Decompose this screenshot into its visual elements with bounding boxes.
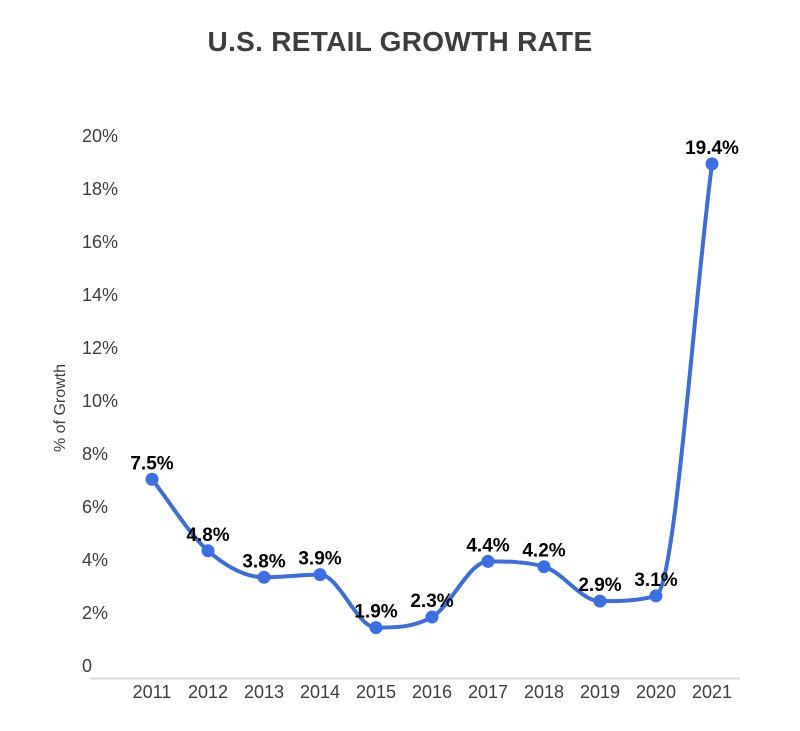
y-tick-label: 16% — [82, 232, 118, 252]
data-point — [201, 544, 215, 558]
x-tick-label: 2019 — [580, 682, 620, 702]
y-tick-label: 20% — [82, 126, 118, 146]
x-tick-label: 2015 — [356, 682, 396, 702]
data-point-label: 19.4% — [685, 138, 739, 159]
x-tick-label: 2018 — [524, 682, 564, 702]
data-point — [649, 589, 663, 603]
data-point — [145, 472, 159, 486]
y-tick-label: 18% — [82, 179, 118, 199]
data-point-label: 2.3% — [410, 591, 453, 612]
y-axis-title: % of Growth — [52, 364, 69, 452]
y-tick-label: 4% — [82, 550, 108, 570]
y-tick-label: 14% — [82, 285, 118, 305]
x-tick-label: 2016 — [412, 682, 452, 702]
y-tick-label: 10% — [82, 391, 118, 411]
y-tick-label: 2% — [82, 603, 108, 623]
data-point — [313, 568, 327, 582]
data-point — [481, 554, 495, 568]
data-point — [537, 560, 551, 574]
y-tick-label: 0 — [82, 656, 92, 676]
data-point — [425, 610, 439, 624]
x-tick-label: 2017 — [468, 682, 508, 702]
chart-title: U.S. RETAIL GROWTH RATE — [207, 26, 593, 57]
y-tick-label: 8% — [82, 444, 108, 464]
x-tick-label: 2020 — [636, 682, 676, 702]
x-tick-label: 2014 — [300, 682, 340, 702]
x-tick-label: 2013 — [244, 682, 284, 702]
data-point-label: 4.4% — [466, 535, 509, 556]
data-point-label: 7.5% — [130, 453, 173, 474]
x-tick-label: 2021 — [692, 682, 732, 702]
data-point-label: 2.9% — [578, 575, 621, 596]
data-point-label: 3.1% — [634, 570, 677, 591]
y-tick-label: 12% — [82, 338, 118, 358]
data-point-label: 4.2% — [522, 541, 565, 562]
data-point — [257, 570, 271, 584]
data-point — [593, 594, 607, 608]
trend-line — [150, 161, 714, 630]
data-point — [369, 621, 383, 635]
data-point-label: 3.8% — [242, 551, 285, 572]
x-tick-label: 2012 — [188, 682, 228, 702]
data-point — [705, 157, 719, 171]
y-tick-label: 6% — [82, 497, 108, 517]
x-tick-label: 2011 — [133, 682, 172, 702]
data-point-label: 1.9% — [354, 602, 397, 623]
data-point-label: 4.8% — [186, 525, 229, 546]
data-point-label: 3.9% — [298, 549, 341, 570]
